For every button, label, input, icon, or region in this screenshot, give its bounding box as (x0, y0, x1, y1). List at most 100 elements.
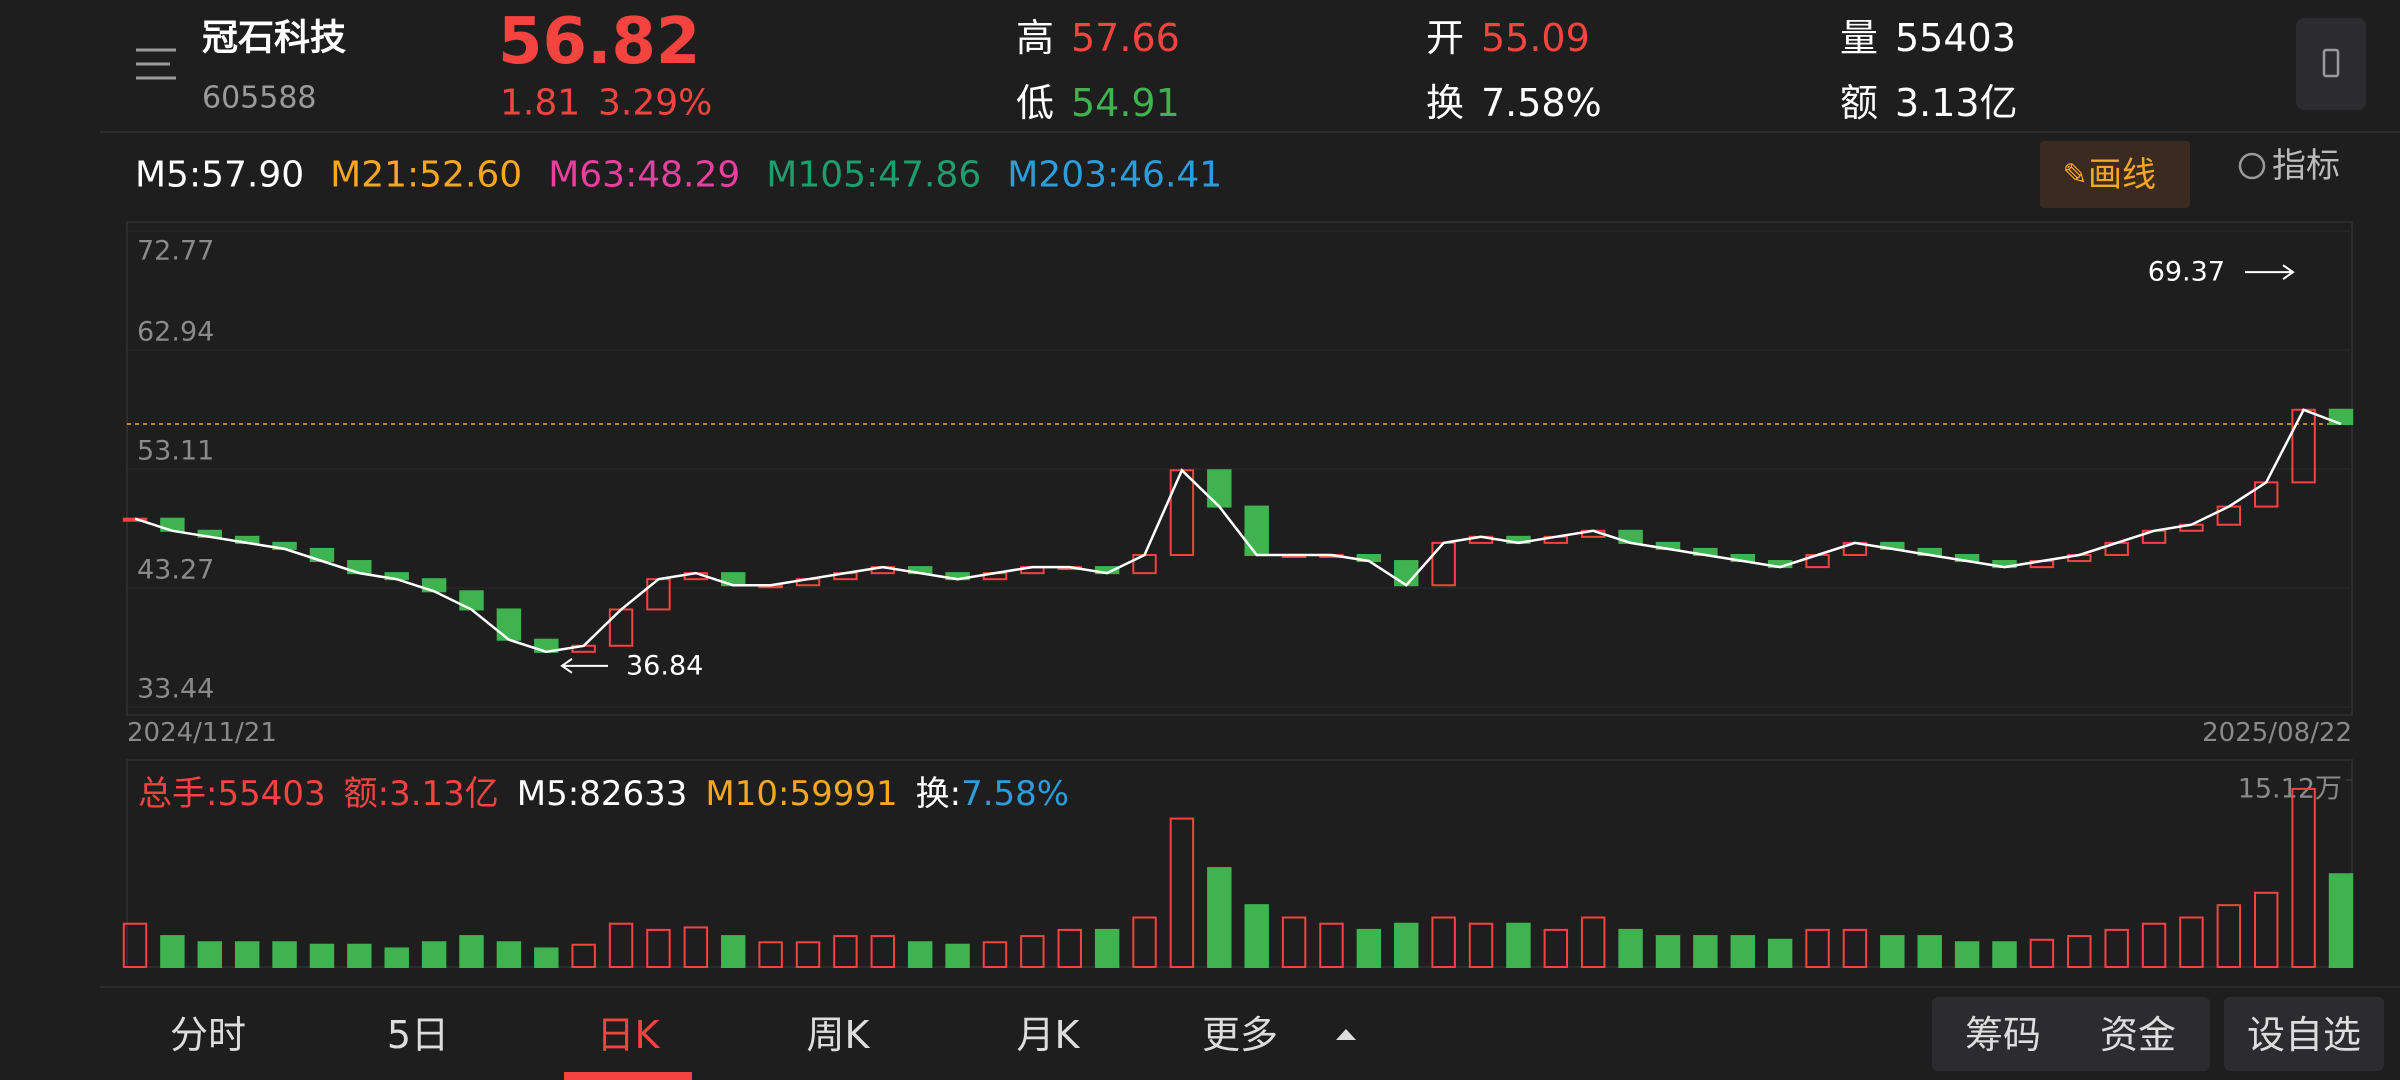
button-box (2224, 997, 2384, 1071)
volume-legend: M10:59991 (705, 774, 897, 814)
ma-legend: M105:47.86 (766, 155, 981, 196)
change: 1.81 (500, 83, 580, 124)
volume-legend: M5:82633 (517, 774, 688, 814)
volume-bar (1917, 935, 1942, 968)
button-group (1932, 997, 2210, 1071)
volume-bar (870, 935, 896, 968)
volume-bar (421, 941, 447, 968)
device-button[interactable] (2296, 18, 2366, 110)
volume-bar (1319, 922, 1344, 968)
min-arrow (560, 658, 608, 674)
candle (122, 517, 148, 522)
stat-label: 换 (1426, 81, 1464, 125)
volume-bar (571, 943, 596, 969)
volume-bar (1805, 928, 1830, 969)
stat-label: 低 (1016, 81, 1054, 125)
volume-bar (1431, 916, 1456, 969)
device-icon (2322, 48, 2340, 78)
change-pct: 3.29% (598, 83, 712, 124)
volume-bar (234, 941, 260, 968)
volume-legend: 7.58% (961, 774, 1069, 814)
draw-button[interactable] (2040, 141, 2190, 208)
min-label: 36.84 (626, 650, 703, 681)
volume-legend: 换: (916, 774, 961, 814)
indicator-icon[interactable] (2238, 152, 2266, 180)
stat-value: 57.66 (1071, 16, 1180, 60)
y-tick-label: 53.11 (137, 435, 214, 466)
volume-bar (1655, 935, 1681, 968)
x-end-label: 2025/08/22 (2202, 718, 2352, 748)
candle (1244, 505, 1269, 556)
stat-value: 55403 (1895, 16, 2016, 60)
tab[interactable]: 月K (1017, 1013, 1081, 1057)
close-line (134, 408, 2342, 654)
volume-bar (1020, 935, 1045, 968)
volume-bar (1132, 916, 1157, 969)
stock-name: 冠石科技 (202, 18, 346, 59)
volume-bar (907, 941, 933, 968)
volume-bar (197, 941, 222, 968)
volume-bar (683, 926, 709, 968)
candle (2291, 408, 2316, 484)
volume-bar (309, 943, 335, 969)
volume-bar (1580, 916, 1606, 969)
candle (608, 608, 634, 647)
indicator-label[interactable]: 指标 (2272, 146, 2340, 186)
volume-bar (1842, 928, 1868, 969)
action-button[interactable]: 资金 (2100, 1013, 2176, 1057)
stat-label: 额 (1840, 81, 1878, 125)
price: 56.82 (498, 5, 700, 79)
volume-bar (1207, 867, 1232, 969)
more-arrow[interactable] (1336, 1029, 1356, 1040)
action-button[interactable]: 设自选 (2247, 1013, 2361, 1057)
volume-bar (534, 947, 559, 969)
volume-bar (2254, 891, 2279, 968)
volume-bar (2141, 922, 2167, 968)
y-tick-label: 33.44 (137, 674, 214, 705)
menu-icon[interactable] (136, 48, 176, 80)
candle (1394, 560, 1419, 587)
tab[interactable]: 更多 (1202, 1013, 1278, 1057)
stat-value: 3.13亿 (1895, 81, 2018, 125)
candle (1207, 469, 1232, 508)
y-tick-label: 72.77 (137, 236, 214, 267)
volume-bar (833, 935, 858, 968)
tab[interactable]: 5日 (387, 1013, 449, 1057)
tab[interactable]: 周K (807, 1013, 871, 1057)
candle (1169, 469, 1195, 556)
volume-bar (945, 943, 970, 969)
y-tick-label: 62.94 (137, 316, 214, 347)
volume-bar (982, 941, 1008, 968)
volume-bar (1693, 935, 1718, 968)
ma-legend: M63:48.29 (548, 155, 740, 196)
stat-label: 高 (1016, 16, 1054, 60)
candle (2328, 408, 2354, 426)
volume-bar (1618, 928, 1643, 969)
tab-underline (564, 1072, 692, 1080)
pen-icon: ✎ (2062, 158, 2087, 193)
volume-bar (272, 941, 297, 968)
volume-bar (758, 941, 783, 968)
volume-tick-label: 15.12万 (2238, 774, 2342, 805)
draw-label: 画线 (2088, 155, 2156, 195)
volume-bar (2029, 938, 2055, 969)
volume-bar (1394, 922, 1419, 968)
volume-bar (1281, 916, 1307, 969)
ma-legend: M203:46.41 (1007, 155, 1222, 196)
x-start-label: 2024/11/21 (127, 718, 277, 748)
volume-bar (384, 947, 409, 969)
max-label: 69.37 (2148, 257, 2225, 288)
action-button[interactable]: 筹码 (1965, 1013, 2041, 1057)
volume-bar (160, 935, 185, 968)
volume-bar (496, 941, 522, 968)
tab[interactable]: 分时 (170, 1013, 246, 1057)
volume-bar (347, 943, 372, 969)
volume-bar (1543, 928, 1569, 969)
tab[interactable]: 日K (597, 1013, 661, 1057)
stat-label: 开 (1426, 16, 1464, 60)
max-arrow (2245, 264, 2295, 280)
volume-bar (2328, 873, 2354, 968)
volume-bar (1992, 941, 2017, 968)
